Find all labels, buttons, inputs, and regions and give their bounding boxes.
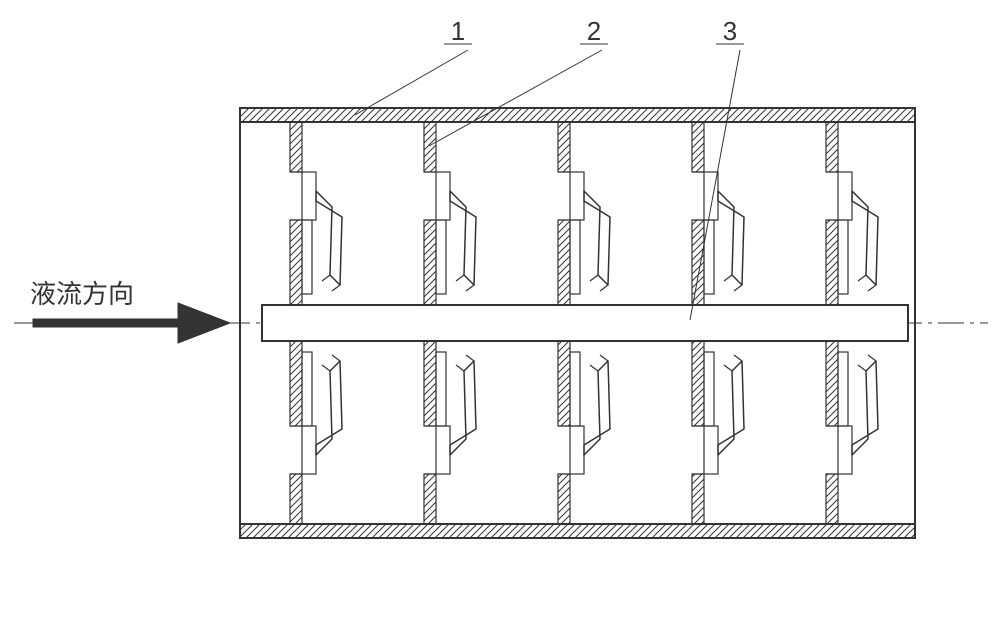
blade — [852, 361, 878, 455]
blade — [584, 191, 610, 285]
flow-arrow — [33, 303, 230, 343]
callout-line-2 — [429, 50, 602, 146]
callout-number-3: 3 — [723, 16, 737, 46]
blade — [316, 191, 342, 285]
shell-bottom-wall — [240, 524, 915, 538]
flow-direction-label: 液流方向 — [30, 279, 134, 309]
shell-top-wall — [240, 108, 915, 122]
blade — [316, 361, 342, 455]
shaft — [262, 305, 908, 341]
blade — [718, 191, 744, 285]
callout-number-2: 2 — [587, 16, 601, 46]
callout-line-1 — [355, 50, 468, 115]
callout-line-3 — [690, 50, 740, 320]
blade — [450, 191, 476, 285]
callout-number-1: 1 — [451, 16, 465, 46]
blade — [450, 361, 476, 455]
blade — [852, 191, 878, 285]
blade — [584, 361, 610, 455]
blade — [718, 361, 744, 455]
